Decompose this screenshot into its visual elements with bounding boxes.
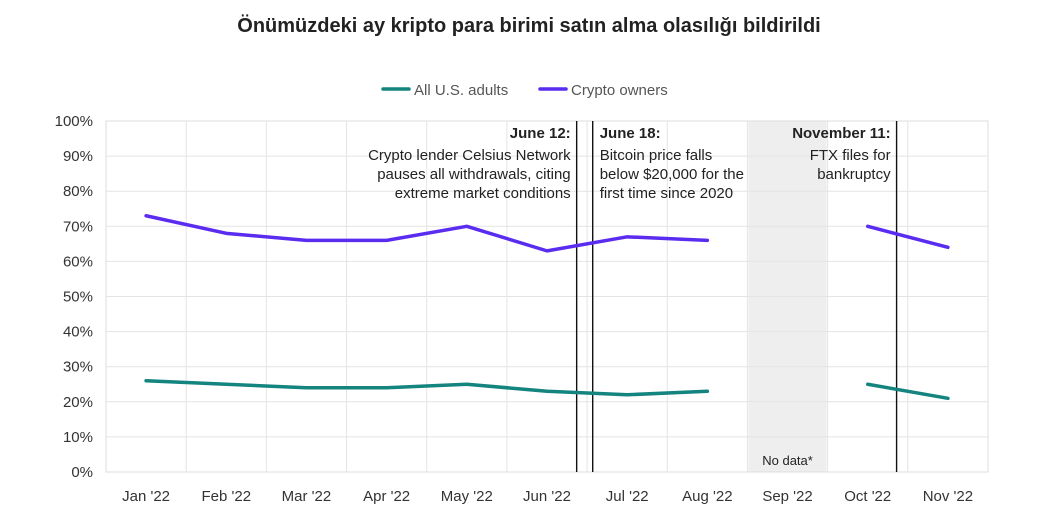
x-tick-label: Mar '22	[282, 488, 332, 505]
y-tick-label: 70%	[63, 218, 93, 235]
grid	[105, 120, 989, 473]
y-axis-ticks: 0% 10% 20% 30% 40% 50% 60% 70% 80% 90% 100%	[55, 113, 93, 481]
annotation-text: Crypto lender Celsius Network	[368, 147, 571, 164]
annotation-heading: June 18:	[600, 125, 661, 142]
y-tick-label: 60%	[63, 253, 93, 270]
x-axis-ticks: Jan '22 Feb '22 Mar '22 Apr '22 May '22 Jun '…	[122, 488, 973, 505]
x-tick-label: Nov '22	[923, 488, 973, 505]
x-tick-label: Jan '22	[122, 488, 170, 505]
legend-label: Crypto owners	[571, 82, 668, 99]
annotation-text: pauses all withdrawals, citing	[377, 166, 570, 183]
annotation-lines	[575, 121, 898, 472]
x-tick-label: Jul '22	[606, 488, 649, 505]
y-tick-label: 20%	[63, 394, 93, 411]
y-tick-label: 10%	[63, 429, 93, 446]
series-line-crypto-owners	[144, 214, 710, 253]
series-line-all-us-adults	[865, 382, 950, 401]
series	[144, 214, 950, 401]
y-tick-label: 0%	[71, 464, 93, 481]
y-tick-label: 100%	[55, 113, 93, 130]
legend: All U.S. adults Crypto owners	[381, 82, 668, 99]
annotation-text: Bitcoin price falls	[600, 147, 713, 164]
series-line-crypto-owners	[865, 224, 950, 250]
y-tick-label: 30%	[63, 359, 93, 376]
chart-title: Önümüzdeki ay kripto para birimi satın a…	[237, 14, 820, 37]
annotation-text: first time since 2020	[600, 185, 733, 202]
annotation-text: FTX files for	[810, 147, 891, 164]
y-tick-label: 40%	[63, 324, 93, 341]
annotation-texts: June 12: Crypto lender Celsius Network pau…	[368, 125, 891, 202]
x-tick-label: Oct '22	[844, 488, 891, 505]
y-tick-label: 50%	[63, 289, 93, 306]
annotation-heading: November 11:	[792, 125, 890, 142]
annotation-text: below $20,000 for the	[600, 166, 744, 183]
annotation-text: bankruptcy	[817, 166, 891, 183]
annotation-heading: June 12:	[510, 125, 571, 142]
x-tick-label: Apr '22	[363, 488, 410, 505]
annotation-text: extreme market conditions	[395, 185, 571, 202]
x-tick-label: Aug '22	[682, 488, 732, 505]
series-line-all-us-adults	[144, 378, 710, 397]
y-tick-label: 80%	[63, 183, 93, 200]
y-tick-label: 90%	[63, 148, 93, 165]
x-tick-label: Feb '22	[201, 488, 251, 505]
x-tick-label: May '22	[441, 488, 493, 505]
no-data-label: No data*	[762, 453, 813, 468]
x-tick-label: Sep '22	[762, 488, 812, 505]
legend-label: All U.S. adults	[414, 82, 508, 99]
x-tick-label: Jun '22	[523, 488, 571, 505]
